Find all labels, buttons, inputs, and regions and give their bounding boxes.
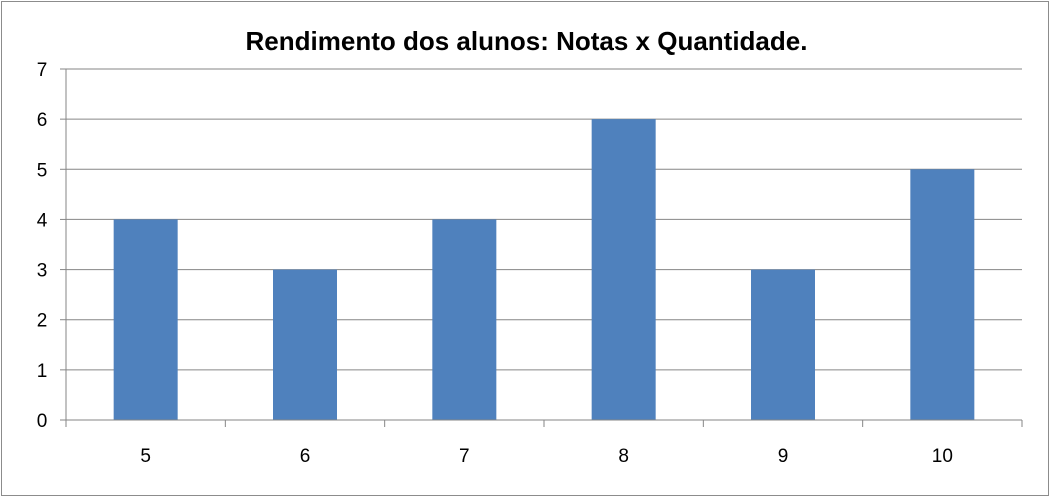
bar-8 [591,119,656,421]
y-tick-label: 3 [37,261,48,282]
bar-7 [432,219,497,420]
y-tick-label: 2 [37,311,48,332]
y-tick-label: 1 [37,361,48,382]
bar-9 [751,269,815,420]
bar-5 [113,219,178,420]
bar-6 [273,269,337,420]
x-tick-label: 8 [618,446,629,467]
bar-10 [910,169,975,420]
y-tick-label: 5 [37,160,48,181]
x-tick-label: 7 [459,446,470,467]
y-tick-label: 0 [37,411,48,432]
x-tick-label: 5 [140,446,151,467]
y-tick-label: 6 [37,110,48,131]
y-tick-label: 4 [37,210,48,231]
chart-title: Rendimento dos alunos: Notas x Quantidad… [245,26,808,56]
x-tick-label: 6 [300,446,311,467]
x-tick-label: 10 [932,446,953,467]
y-tick-label: 7 [37,60,48,81]
x-tick-label: 9 [778,446,789,467]
